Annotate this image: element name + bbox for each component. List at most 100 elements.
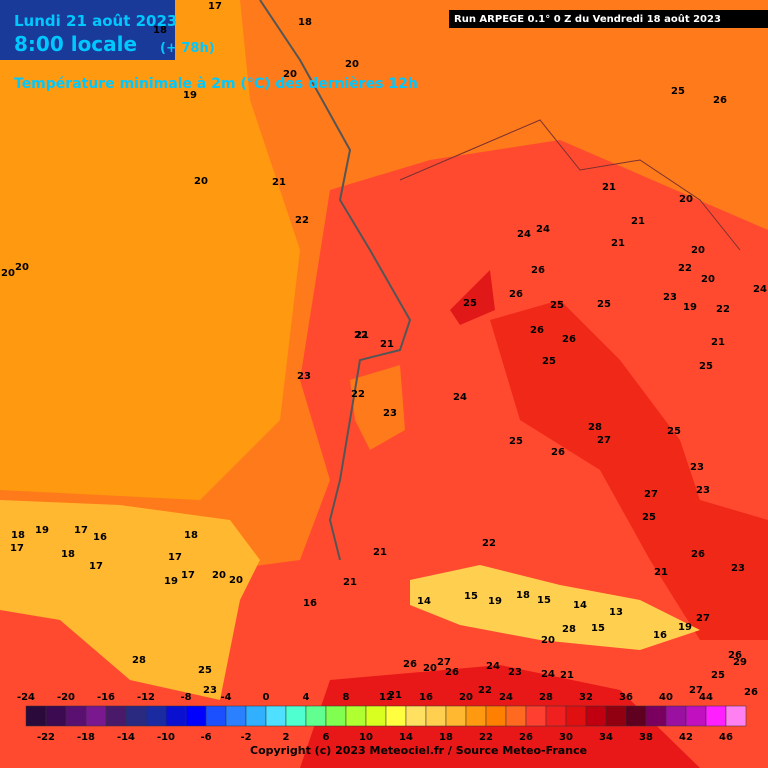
map-label: 21	[343, 577, 357, 588]
map-label: 23	[383, 408, 397, 419]
map-label: 26	[530, 325, 544, 336]
map-label: 25	[667, 426, 681, 437]
map-label: 16	[653, 630, 667, 641]
map-label: 17	[168, 552, 182, 563]
colorbar-label: -12	[137, 692, 155, 703]
map-label: 18	[153, 25, 167, 36]
colorbar-label: 0	[263, 692, 270, 703]
colorbar-swatch	[185, 705, 207, 727]
zone-18	[0, 500, 260, 700]
colorbar-swatch	[465, 705, 487, 727]
field: Température minimale à 2m (°C) des derni…	[14, 76, 418, 92]
map-label: 19	[683, 302, 697, 313]
colorbar-label: 32	[579, 692, 593, 703]
map-label: 16	[303, 598, 317, 609]
map-label: 24	[536, 224, 550, 235]
colorbar-label: 6	[323, 732, 330, 743]
colorbar-label: 12	[379, 692, 393, 703]
map-label: 22	[351, 389, 365, 400]
colorbar-label: 16	[419, 692, 433, 703]
colorbar-swatch	[545, 705, 567, 727]
colorbar-label: 30	[559, 732, 573, 743]
colorbar-label: 36	[619, 692, 633, 703]
map-label: 26	[551, 447, 565, 458]
map-label: 22	[678, 263, 692, 274]
map-label: 24	[517, 229, 531, 240]
map-label: 17	[208, 1, 222, 12]
map-label: 24	[453, 392, 467, 403]
map-label: 28	[562, 624, 576, 635]
colorbar-label: 44	[699, 692, 713, 703]
map-label: 27	[644, 489, 658, 500]
map-label: 17	[89, 561, 103, 572]
map-label: 21	[631, 216, 645, 227]
colorbar-label: -2	[240, 732, 251, 743]
map-label: 20	[679, 194, 693, 205]
colorbar-label: -10	[157, 732, 175, 743]
colorbar-label: 40	[659, 692, 673, 703]
date: Lundi 21 août 2023	[14, 12, 177, 30]
map-label: 22	[716, 304, 730, 315]
colorbar-swatch	[605, 705, 627, 727]
colorbar-swatch	[685, 705, 707, 727]
map-label: 21	[611, 238, 625, 249]
colorbar-swatch	[665, 705, 687, 727]
map-label: 29	[733, 657, 747, 668]
colorbar-swatch	[585, 705, 607, 727]
map-label: 21	[355, 330, 369, 341]
colorbar-swatch	[705, 705, 727, 727]
map-label: 13	[609, 607, 623, 618]
map-label: 15	[464, 591, 478, 602]
map-label: 21	[373, 547, 387, 558]
map-label: 16	[93, 532, 107, 543]
map-label: 18	[516, 590, 530, 601]
map-label: 22	[354, 330, 368, 341]
map-label: 22	[295, 215, 309, 226]
map-label: 18	[184, 530, 198, 541]
colorbar-swatch	[565, 705, 587, 727]
colorbar-label: 2	[283, 732, 290, 743]
colorbar-label: -8	[180, 692, 191, 703]
colorbar-swatch	[25, 705, 47, 727]
map-label: 25	[509, 436, 523, 447]
map-label: 26	[713, 95, 727, 106]
colorbar-label: -24	[17, 692, 35, 703]
run: Run ARPEGE 0.1° 0 Z du Vendredi 18 août …	[454, 13, 721, 25]
map-label: 20	[229, 575, 243, 586]
map-label: 27	[689, 685, 703, 696]
colorbar-swatch	[205, 705, 227, 727]
map-label: 18	[11, 530, 25, 541]
colorbar-swatch	[45, 705, 67, 727]
colorbar-swatch	[85, 705, 107, 727]
colorbar-swatch	[265, 705, 287, 727]
map-label: 15	[537, 595, 551, 606]
header-box	[0, 0, 175, 60]
map-label: 18	[61, 549, 75, 560]
map-label: 26	[445, 667, 459, 678]
map-label: 26	[728, 650, 742, 661]
colorbar-swatch	[645, 705, 667, 727]
lead: (+ 78h)	[160, 41, 215, 56]
map-label: 27	[437, 657, 451, 668]
colorbar-swatch	[125, 705, 147, 727]
coastline	[259, 0, 412, 561]
map-label: 20	[701, 274, 715, 285]
map-label: 14	[573, 600, 587, 611]
colorbar-swatch	[325, 705, 347, 727]
map-label: 20	[15, 262, 29, 273]
map-label: 23	[731, 563, 745, 574]
map-label: 20	[1, 268, 15, 279]
colorbar-label: -14	[117, 732, 135, 743]
map-label: 15	[591, 623, 605, 634]
map-label: 25	[699, 361, 713, 372]
map-label: 25	[550, 300, 564, 311]
colorbar-label: 10	[359, 732, 373, 743]
footer: Copyright (c) 2023 Meteociel.fr / Source…	[250, 744, 587, 757]
map-label: 23	[690, 462, 704, 473]
colorbar-swatch	[305, 705, 327, 727]
map-label: 20	[691, 245, 705, 256]
colorbar-swatch	[225, 705, 247, 727]
map-label: 24	[486, 661, 500, 672]
map-label: 24	[541, 669, 555, 680]
map-label: 19	[164, 576, 178, 587]
